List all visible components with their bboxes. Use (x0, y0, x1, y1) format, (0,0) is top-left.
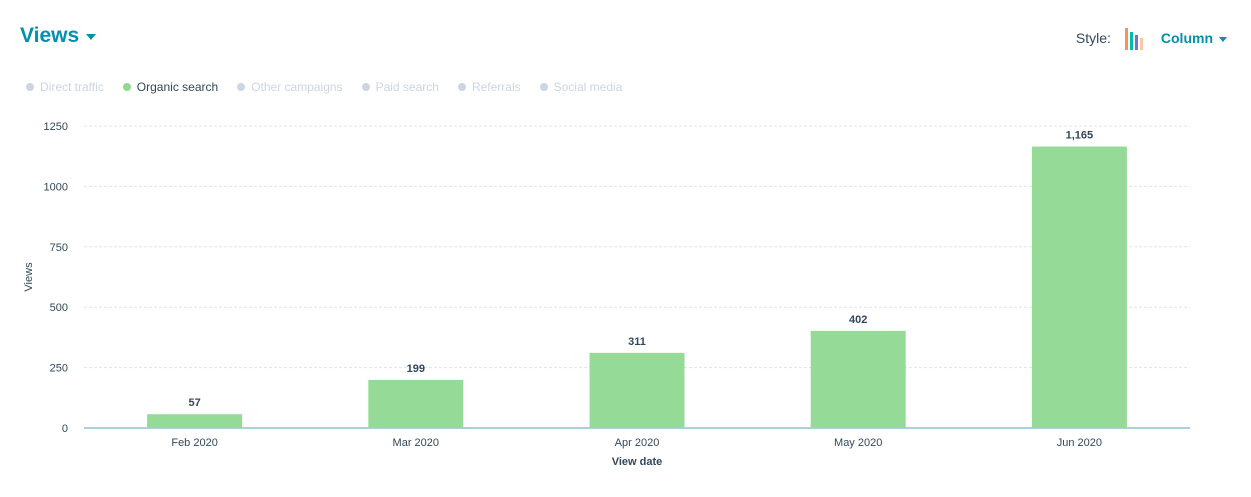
legend-item-other-campaigns[interactable]: Other campaigns (237, 80, 343, 94)
bar[interactable] (589, 352, 685, 428)
style-label: Style: (1075, 30, 1111, 46)
legend-dot (457, 83, 466, 91)
legend-dot (237, 83, 246, 91)
legend-dot (361, 83, 370, 91)
legend-dot (26, 83, 34, 91)
bar[interactable] (368, 379, 464, 428)
data-label: 1,165 (1066, 130, 1094, 142)
legend-item-paid-search[interactable]: Paid search (361, 80, 439, 94)
legend-item-direct-traffic[interactable]: Direct traffic (26, 80, 104, 94)
y-tick-label: 250 (50, 363, 68, 375)
bar[interactable] (1031, 146, 1127, 428)
legend-dot (122, 83, 131, 91)
chart-style-dropdown[interactable]: Column (1161, 30, 1227, 46)
data-label: 402 (849, 314, 867, 326)
x-tick-label: Feb 2020 (171, 437, 217, 449)
chevron-down-icon (1219, 36, 1227, 42)
chart-style-value: Column (1160, 30, 1213, 46)
bar[interactable] (147, 414, 243, 428)
y-tick-label: 0 (62, 423, 68, 435)
bar[interactable] (810, 330, 906, 428)
y-tick-label: 500 (50, 302, 68, 314)
y-tick-label: 750 (50, 242, 68, 254)
y-tick-label: 1000 (44, 181, 68, 193)
legend-dot (539, 83, 548, 91)
x-tick-label: May 2020 (834, 437, 882, 449)
chevron-down-icon (86, 34, 97, 40)
x-tick-label: Apr 2020 (615, 437, 660, 449)
legend-item-social-media[interactable]: Social media (539, 80, 623, 94)
chart-title: Views (20, 24, 80, 47)
y-axis-title: Views (23, 262, 35, 292)
legend-label: Social media (553, 80, 623, 94)
legend-label: Organic search (136, 80, 219, 94)
chart-title-dropdown[interactable]: Views (20, 22, 97, 50)
legend-label: Referrals (471, 80, 521, 94)
data-label: 199 (407, 363, 425, 375)
style-control: Style: Column (1076, 26, 1227, 50)
y-tick-label: 1250 (44, 121, 68, 133)
chart-legend: Direct traffic Organic search Other camp… (26, 80, 641, 94)
column-chart-icon (1124, 28, 1143, 50)
x-axis-title: View date (612, 456, 663, 468)
legend-label: Paid search (375, 80, 439, 94)
data-label: 57 (188, 397, 200, 409)
data-label: 311 (628, 336, 646, 348)
legend-label: Other campaigns (251, 80, 343, 94)
x-tick-label: Mar 2020 (393, 437, 439, 449)
legend-item-referrals[interactable]: Referrals (457, 80, 521, 94)
legend-item-organic-search[interactable]: Organic search (122, 80, 219, 94)
legend-label: Direct traffic (40, 80, 104, 94)
x-tick-label: Jun 2020 (1057, 437, 1102, 449)
